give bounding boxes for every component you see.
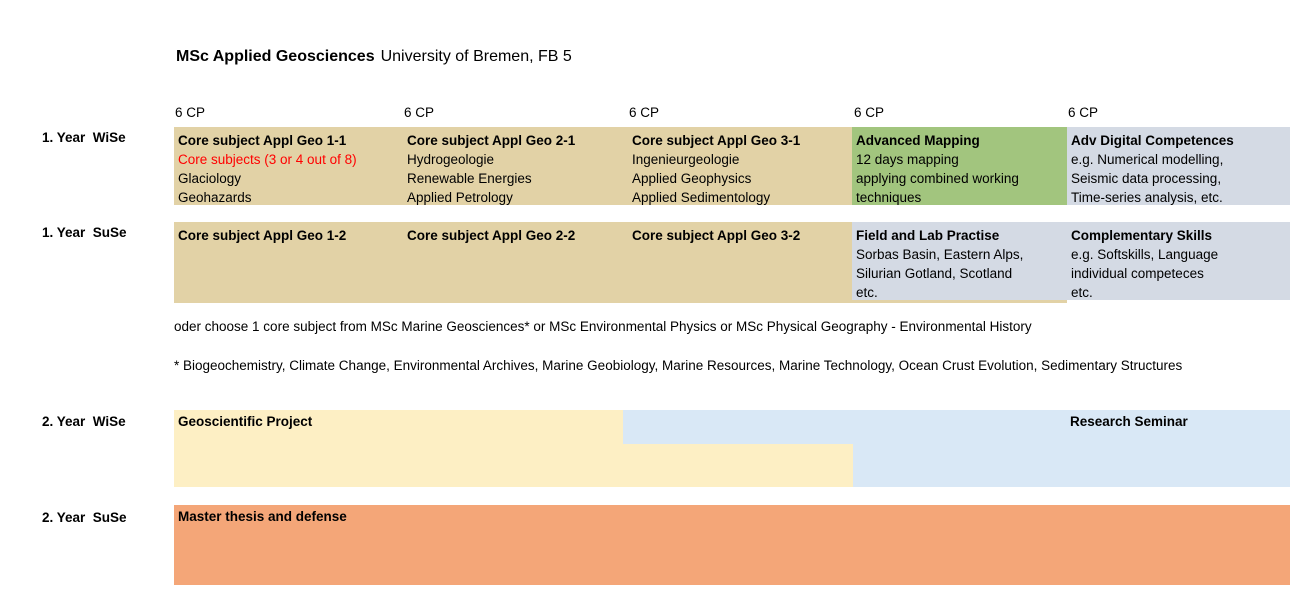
- module-line: techniques: [856, 190, 922, 205]
- module-title: Adv Digital Competences: [1071, 133, 1234, 148]
- module-line: Seismic data processing,: [1071, 171, 1222, 186]
- module-title: Core subject Appl Geo 3-1: [632, 133, 801, 148]
- module-title: Core subject Appl Geo 2-1: [407, 133, 576, 148]
- module-line: e.g. Numerical modelling,: [1071, 152, 1224, 167]
- row-label-year2-wise: 2. Year WiSe: [42, 414, 126, 429]
- credit-label-1: 6 CP: [175, 105, 206, 120]
- module-line: e.g. Softskills, Language: [1071, 247, 1219, 262]
- module-line: Ingenieurgeologie: [632, 152, 740, 167]
- module-cell-field-lab-practise: Field and Lab Practise Sorbas Basin, Eas…: [852, 222, 1067, 302]
- geoscientific-project-title: Geoscientific Project: [178, 414, 313, 429]
- year1-wise-core-block-bg: [174, 127, 852, 205]
- module-cell-core-2-1: Core subject Appl Geo 2-1 Hydrogeologie …: [403, 127, 628, 207]
- module-cell-core-3-2: Core subject Appl Geo 3-2: [628, 222, 852, 245]
- module-line: Applied Petrology: [407, 190, 513, 205]
- geoscientific-project-block-bg: [174, 410, 623, 487]
- research-seminar-block-upper-bg: [623, 410, 1290, 444]
- module-title: Field and Lab Practise: [856, 228, 1000, 243]
- module-title: Core subject Appl Geo 2-2: [407, 228, 576, 243]
- module-line: 12 days mapping: [856, 152, 959, 167]
- module-title: Advanced Mapping: [856, 133, 980, 148]
- module-line: etc.: [1071, 285, 1093, 300]
- module-cell-complementary-skills: Complementary Skills e.g. Softskills, La…: [1067, 222, 1290, 302]
- module-line: individual competeces: [1071, 266, 1204, 281]
- research-seminar-title: Research Seminar: [1070, 414, 1188, 429]
- module-cell-advanced-mapping: Advanced Mapping 12 days mapping applyin…: [852, 127, 1067, 207]
- module-line: applying combined working: [856, 171, 1019, 186]
- master-thesis-block-bg: [174, 505, 1290, 585]
- geoscientific-project-block-step-bg: [623, 444, 853, 487]
- row-label-year2-suse: 2. Year SuSe: [42, 510, 127, 525]
- module-line: etc.: [856, 285, 878, 300]
- master-thesis-title: Master thesis and defense: [178, 509, 347, 524]
- module-cell-core-1-2: Core subject Appl Geo 1-2: [174, 222, 403, 245]
- module-red-note: Core subjects (3 or 4 out of 8): [178, 152, 357, 167]
- module-title: Core subject Appl Geo 3-2: [632, 228, 801, 243]
- module-line: Time-series analysis, etc.: [1071, 190, 1223, 205]
- row-label-year1-wise: 1. Year WiSe: [42, 130, 126, 145]
- module-cell-core-1-1: Core subject Appl Geo 1-1 Core subjects …: [174, 127, 403, 207]
- module-title: Core subject Appl Geo 1-1: [178, 133, 347, 148]
- module-line: Geohazards: [178, 190, 252, 205]
- complementary-skills-block-bg: [1067, 222, 1290, 300]
- institution-title: University of Bremen, FB 5: [380, 48, 572, 65]
- module-line: Glaciology: [178, 171, 242, 186]
- credit-label-3: 6 CP: [629, 105, 660, 120]
- advanced-mapping-block-bg: [852, 127, 1067, 205]
- field-lab-practise-block-bg: [852, 222, 1067, 300]
- module-line: Applied Geophysics: [632, 171, 752, 186]
- module-title: Complementary Skills: [1071, 228, 1213, 243]
- marine-geosciences-asterisk-note: * Biogeochemistry, Climate Change, Envir…: [174, 358, 1183, 373]
- research-seminar-block-lower-bg: [853, 444, 1290, 487]
- module-line: Silurian Gotland, Scotland: [856, 266, 1013, 281]
- degree-title: MSc Applied Geosciences: [176, 48, 375, 65]
- adv-digital-competences-block-bg: [1067, 127, 1290, 205]
- credit-label-4: 6 CP: [854, 105, 885, 120]
- module-cell-adv-digital-competences: Adv Digital Competences e.g. Numerical m…: [1067, 127, 1290, 207]
- module-cell-core-3-1: Core subject Appl Geo 3-1 Ingenieurgeolo…: [628, 127, 852, 207]
- module-line: Sorbas Basin, Eastern Alps,: [856, 247, 1024, 262]
- module-cell-core-2-2: Core subject Appl Geo 2-2: [403, 222, 628, 245]
- module-line: Hydrogeologie: [407, 152, 495, 167]
- module-line: Applied Sedimentology: [632, 190, 771, 205]
- credit-label-5: 6 CP: [1068, 105, 1099, 120]
- core-subject-choice-note: oder choose 1 core subject from MSc Mari…: [174, 319, 1032, 334]
- row-label-year1-suse: 1. Year SuSe: [42, 225, 127, 240]
- page-title: MSc Applied Geosciences University of Bre…: [176, 48, 572, 66]
- credit-label-2: 6 CP: [404, 105, 435, 120]
- module-title: Core subject Appl Geo 1-2: [178, 228, 347, 243]
- module-line: Renewable Energies: [407, 171, 532, 186]
